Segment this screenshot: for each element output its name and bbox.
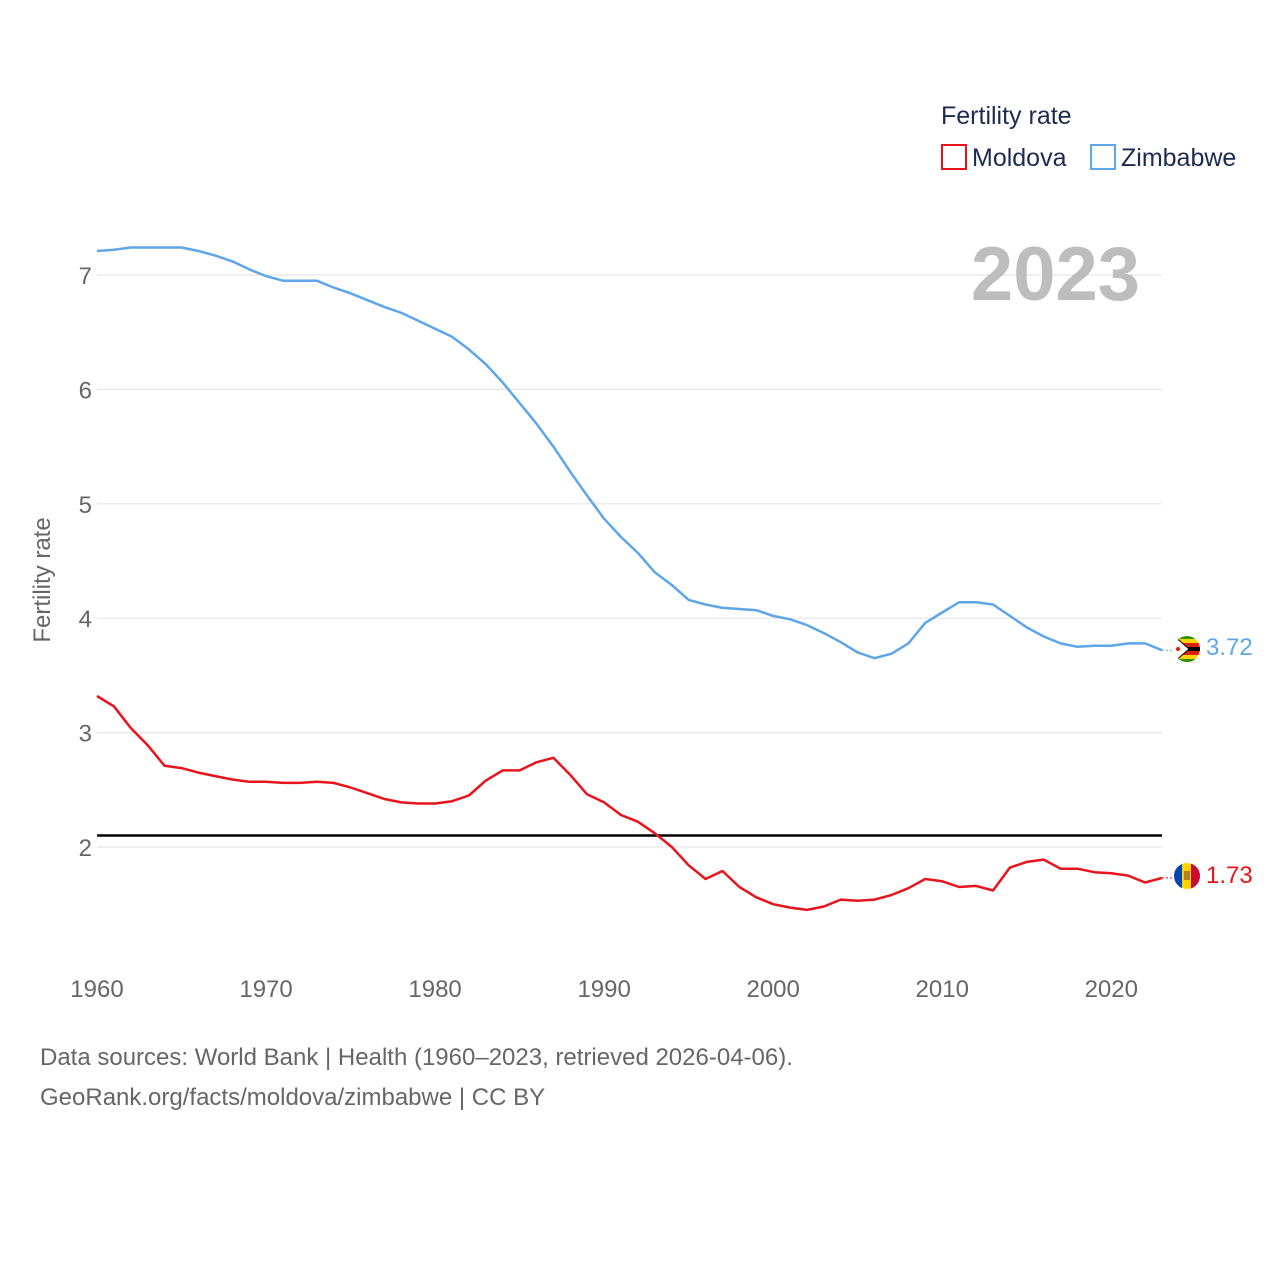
end-value-label-zimbabwe: 3.72 bbox=[1206, 634, 1253, 661]
y-axis-ticks: 2 3 4 5 6 7 bbox=[79, 263, 92, 862]
x-tick-label: 1990 bbox=[577, 976, 630, 1003]
end-value-label-moldova: 1.73 bbox=[1206, 862, 1253, 889]
x-tick-label: 2000 bbox=[746, 976, 799, 1003]
series-line-moldova[interactable] bbox=[96, 694, 1163, 912]
attribution-link[interactable]: GeoRank.org/facts/moldova/zimbabwe | CC … bbox=[40, 1084, 546, 1111]
legend-swatch-moldova[interactable] bbox=[941, 144, 967, 170]
x-tick-label: 1980 bbox=[408, 976, 461, 1003]
y-tick-label: 3 bbox=[79, 721, 92, 748]
x-axis-ticks: 1960 1970 1980 1990 2000 2010 2020 bbox=[70, 976, 1138, 1003]
x-tick-label: 1960 bbox=[70, 976, 123, 1003]
series-lines bbox=[96, 246, 1173, 912]
moldova-flag-icon bbox=[1173, 862, 1201, 890]
legend: Fertility rate Moldova Zimbabwe bbox=[941, 102, 1236, 172]
x-tick-label: 2010 bbox=[916, 976, 969, 1003]
series-line-zimbabwe[interactable] bbox=[96, 246, 1163, 660]
legend-label-moldova[interactable]: Moldova bbox=[972, 144, 1067, 172]
data-source-note: Data sources: World Bank | Health (1960–… bbox=[40, 1044, 793, 1071]
legend-label-zimbabwe[interactable]: Zimbabwe bbox=[1121, 144, 1236, 172]
x-tick-label: 2020 bbox=[1085, 976, 1138, 1003]
y-axis-title: Fertility rate bbox=[29, 517, 56, 642]
year-watermark: 2023 bbox=[971, 232, 1140, 317]
y-tick-label: 7 bbox=[79, 263, 92, 290]
x-tick-label: 1970 bbox=[239, 976, 292, 1003]
legend-title: Fertility rate bbox=[941, 102, 1072, 130]
y-tick-label: 6 bbox=[79, 377, 92, 404]
gridlines bbox=[97, 274, 1162, 848]
y-tick-label: 4 bbox=[79, 606, 92, 633]
y-tick-label: 2 bbox=[79, 835, 92, 862]
y-tick-label: 5 bbox=[79, 492, 92, 519]
legend-swatch-zimbabwe[interactable] bbox=[1090, 144, 1116, 170]
